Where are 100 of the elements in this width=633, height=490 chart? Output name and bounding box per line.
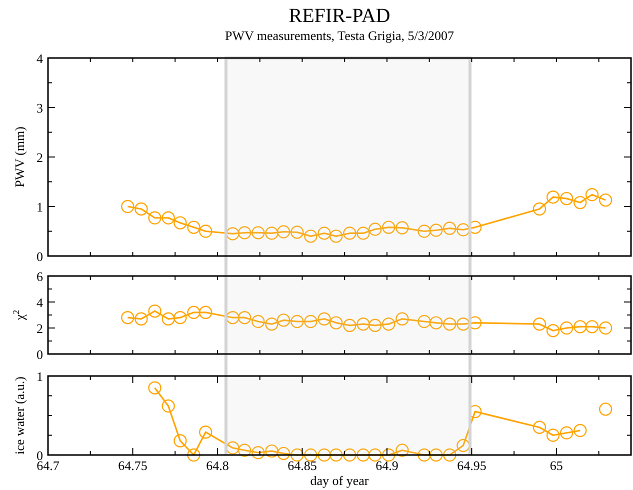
point [174,216,187,230]
point [368,222,382,236]
point [382,318,396,331]
point [134,312,148,326]
y-tick-label: 4 [36,295,44,310]
y-axis-title: PWV (mm) [12,126,27,188]
point [226,227,240,240]
point [356,226,370,240]
point [560,192,574,206]
x-tick-label: 64.75 [118,458,148,473]
point [430,224,443,237]
point [199,306,212,319]
y-tick-label: 0 [36,249,43,264]
point [598,193,612,207]
chart-subtitle: PWV measurements, Testa Grigia, 5/3/2007 [225,28,454,43]
point [276,314,290,327]
point [318,448,331,462]
point [443,222,456,235]
x-tick-label: 64.8 [206,458,229,473]
y-tick-label: 4 [36,51,44,66]
point [598,321,612,335]
point [318,312,331,326]
point [238,311,252,324]
point [162,211,175,224]
point [187,220,200,234]
point [546,190,560,204]
point [304,230,318,243]
point [238,226,252,240]
point [199,224,212,238]
point [226,311,240,324]
y-tick-label: 0 [36,347,43,362]
point [430,448,443,462]
point [290,314,304,328]
point [382,448,396,462]
point [443,318,456,331]
x-tick-label: 64.85 [288,458,317,473]
point [252,226,265,240]
point [532,420,546,434]
y-tick-label: 1 [36,369,43,384]
point [368,448,382,462]
point [187,306,200,319]
point [134,202,148,216]
point [174,311,187,324]
point [368,318,382,332]
y-tick-label: 1 [36,200,43,214]
point [574,196,587,210]
point [226,441,240,454]
point [396,444,409,457]
point [418,314,431,328]
x-tick-label: 65 [550,458,563,473]
point [396,312,409,326]
point [265,444,278,458]
point [574,320,587,334]
point [238,444,252,457]
point [330,230,343,243]
point [532,318,546,331]
point [276,225,290,238]
point [546,324,560,338]
point [356,448,370,462]
point [290,448,304,462]
point [121,311,134,324]
point [343,448,356,462]
point [199,425,212,439]
point [418,448,431,462]
point [290,226,304,239]
point [304,448,318,462]
point [162,312,175,326]
point [265,318,278,331]
y-axis-title: ice water (a.u.) [12,376,27,454]
point [598,402,612,416]
y-tick-label: 3 [36,100,43,116]
point [121,200,134,214]
point [396,221,409,234]
point [430,316,443,330]
point [174,434,187,448]
point [330,316,343,330]
point [276,446,290,460]
point [304,314,318,328]
point [456,438,470,452]
point [187,448,200,462]
point [330,448,343,462]
point [162,399,175,413]
point [265,226,278,240]
point [532,202,546,216]
point [443,448,456,462]
point [574,424,587,438]
point [456,223,470,236]
point [356,318,370,331]
point [148,381,162,394]
point [343,318,356,332]
x-axis-title: day of year [310,473,370,488]
point [252,446,265,460]
x-tick-label: 64.9 [376,458,398,473]
point [148,304,162,318]
point [418,224,431,238]
point [585,320,599,334]
point [560,426,574,440]
chart-title: REFIR-PAD [288,5,390,27]
point [546,428,560,442]
point [560,321,574,335]
